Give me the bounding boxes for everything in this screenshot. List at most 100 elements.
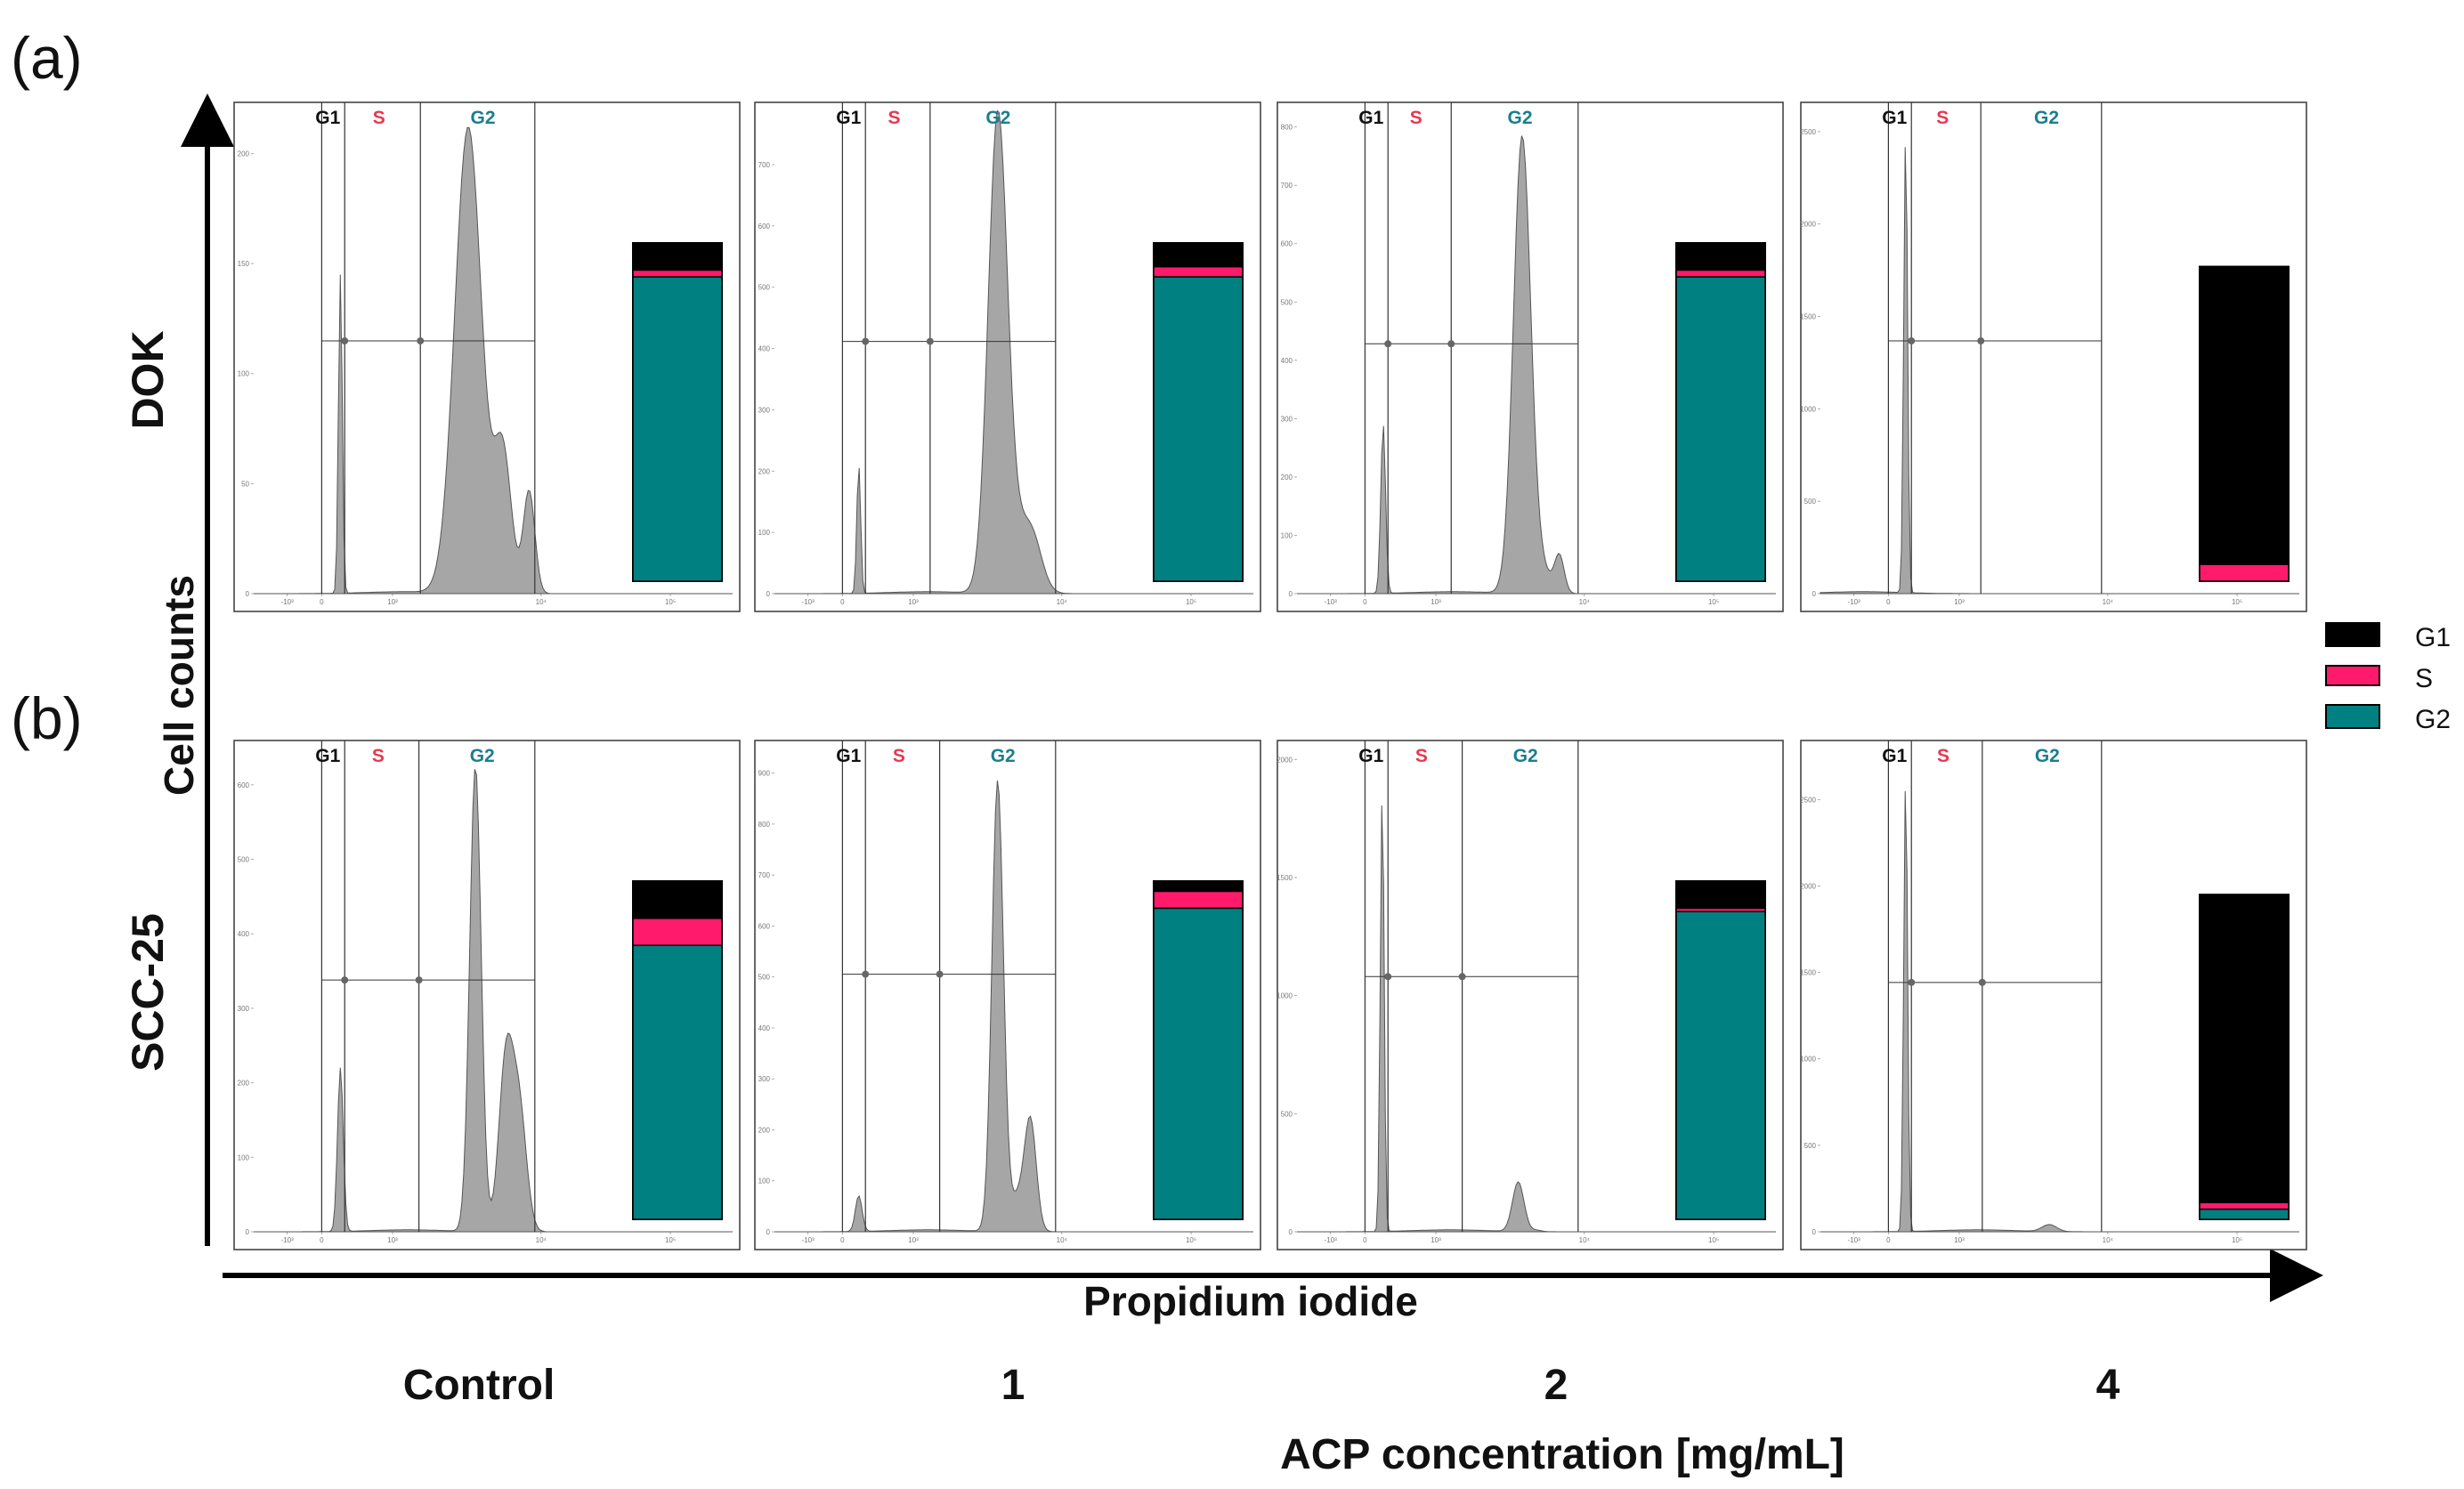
y-tick-label: 1000 xyxy=(1800,1056,1816,1064)
y-tick-label: 300 xyxy=(1281,415,1293,423)
y-tick-label: 600 xyxy=(1281,240,1293,248)
legend-swatch-s xyxy=(2325,665,2380,686)
y-tick-label: 200 xyxy=(238,150,250,158)
phase-bar-segment-g2 xyxy=(632,944,723,1220)
gate-label: G1 xyxy=(1882,746,1907,766)
gate-marker xyxy=(417,337,425,345)
y-tick-label: 2500 xyxy=(1800,796,1816,804)
gate-label: G1 xyxy=(315,108,340,128)
y-tick-label: 500 xyxy=(758,284,771,292)
x-tick-label: 10³ xyxy=(387,598,398,606)
histogram-curve xyxy=(1297,805,1776,1233)
x-tick-label: 0 xyxy=(1886,1236,1891,1244)
gate-label: G2 xyxy=(1513,746,1538,766)
x-tick-label: 10⁴ xyxy=(2103,1236,2114,1244)
x-tick-label: 0 xyxy=(840,598,845,606)
y-tick-label: 1000 xyxy=(1800,405,1816,413)
y-tick-label: 500 xyxy=(1281,1110,1293,1118)
gate-label: G1 xyxy=(1358,108,1383,128)
legend-swatch-g1 xyxy=(2325,622,2380,647)
y-tick-label: 600 xyxy=(238,781,250,789)
y-tick-label: 500 xyxy=(1804,498,1817,506)
histogram-panel: 0 100 200 300 400 500 600 700 -10³ 0 10³ 10⁴ 10⁵ G1 S G… xyxy=(754,101,1261,612)
gate-marker xyxy=(1908,337,1916,345)
y-tick-label: 400 xyxy=(758,345,771,353)
row-label-dok: DOK xyxy=(123,330,173,429)
y-tick-label: 200 xyxy=(238,1080,250,1088)
x-tick-label: 10³ xyxy=(1431,1236,1441,1244)
gate-marker xyxy=(1458,973,1466,981)
x-tick-label: -10³ xyxy=(281,598,295,606)
legend: G1 S G2 xyxy=(2325,622,2451,734)
histogram-curve xyxy=(1297,135,1776,595)
gate-label: S xyxy=(893,746,905,766)
x-tick-label: 10⁴ xyxy=(1579,598,1591,606)
y-tick-label: 400 xyxy=(238,930,250,938)
legend-label-g1: G1 xyxy=(2415,623,2451,652)
phase-bar-segment-g2 xyxy=(632,276,723,582)
gate-label: S xyxy=(1937,746,1949,766)
gate-marker xyxy=(862,337,870,345)
y-tick-label: 100 xyxy=(1281,531,1293,539)
x-tick-label: -10³ xyxy=(281,1236,295,1244)
histogram-panel: 0 50 100 150 200 -10³ 0 10³ 10⁴ 10⁵ G1 S G2 xyxy=(233,101,741,612)
x-tick-label: 10⁵ xyxy=(1186,598,1196,606)
phase-bar-segment-g2 xyxy=(1153,276,1244,582)
phase-bar-segment-g2 xyxy=(1153,907,1244,1220)
histogram-curve xyxy=(774,109,1253,595)
x-tick-label: 10⁵ xyxy=(665,598,676,606)
x-tick-label: 10⁵ xyxy=(1708,598,1719,606)
phase-bar-segment-g2 xyxy=(2199,1208,2290,1220)
legend-swatch-g2 xyxy=(2325,704,2380,729)
gate-marker xyxy=(341,337,349,345)
histogram-curve xyxy=(774,780,1253,1233)
y-tick-label: 2000 xyxy=(1800,882,1816,890)
phase-bar-segment-s xyxy=(2199,1202,2290,1210)
phase-bar-segment-g1 xyxy=(1675,880,1766,910)
x-tick-label: 10⁴ xyxy=(2103,598,2114,606)
concentration-label: ACP concentration [mg/mL] xyxy=(1280,1431,1844,1478)
gate-label: G2 xyxy=(470,746,495,766)
y-tick-label: 100 xyxy=(758,1177,771,1186)
y-tick-label: 0 xyxy=(1812,1228,1817,1236)
y-tick-label: 500 xyxy=(1281,298,1293,306)
x-tick-label: 10³ xyxy=(1431,598,1441,606)
y-tick-label: 50 xyxy=(241,480,249,488)
phase-bar-segment-g2 xyxy=(1675,910,1766,1220)
y-tick-label: 400 xyxy=(1281,357,1293,365)
y-tick-label: 300 xyxy=(758,406,771,414)
y-tick-label: 1500 xyxy=(1800,969,1816,977)
histogram-panel: 0 100 200 300 400 500 600 700 800 900 -10³ 0 10³ 10⁴ 1… xyxy=(754,740,1261,1250)
y-tick-label: 0 xyxy=(246,590,250,598)
gate-label: S xyxy=(1936,108,1949,128)
gate-label: S xyxy=(1410,108,1422,128)
x-tick-label: 10³ xyxy=(908,1236,919,1244)
condition-label-4: 4 xyxy=(2096,1362,2120,1409)
y-tick-label: 100 xyxy=(238,370,250,378)
y-tick-label: 500 xyxy=(1804,1142,1817,1150)
x-tick-label: -10³ xyxy=(1848,598,1861,606)
gate-marker xyxy=(926,337,934,345)
y-tick-label: 800 xyxy=(1281,124,1293,132)
x-tick-label: 0 xyxy=(1886,598,1891,606)
gate-label: G1 xyxy=(1358,746,1383,766)
x-tick-label: -10³ xyxy=(1325,1236,1338,1244)
y-tick-label: 200 xyxy=(1281,473,1293,481)
gate-marker xyxy=(1384,973,1392,981)
x-axis-label: Propidium iodide xyxy=(1083,1278,1418,1324)
phase-bar-segment-g1 xyxy=(1153,242,1244,268)
y-tick-label: 2000 xyxy=(1800,221,1816,229)
gate-marker xyxy=(1908,978,1916,986)
x-tick-label: 10⁵ xyxy=(1186,1236,1196,1244)
phase-bar-segment-g1 xyxy=(632,880,723,919)
gate-label: S xyxy=(373,108,385,128)
x-tick-label: -10³ xyxy=(802,1236,815,1244)
x-tick-label: 0 xyxy=(840,1236,845,1244)
gate-label: G2 xyxy=(985,108,1010,128)
y-tick-label: 2000 xyxy=(1277,756,1293,764)
y-tick-label: 0 xyxy=(1289,1228,1293,1236)
y-tick-label: 100 xyxy=(238,1153,250,1161)
y-tick-label: 500 xyxy=(758,974,771,982)
y-tick-label: 0 xyxy=(766,590,771,598)
